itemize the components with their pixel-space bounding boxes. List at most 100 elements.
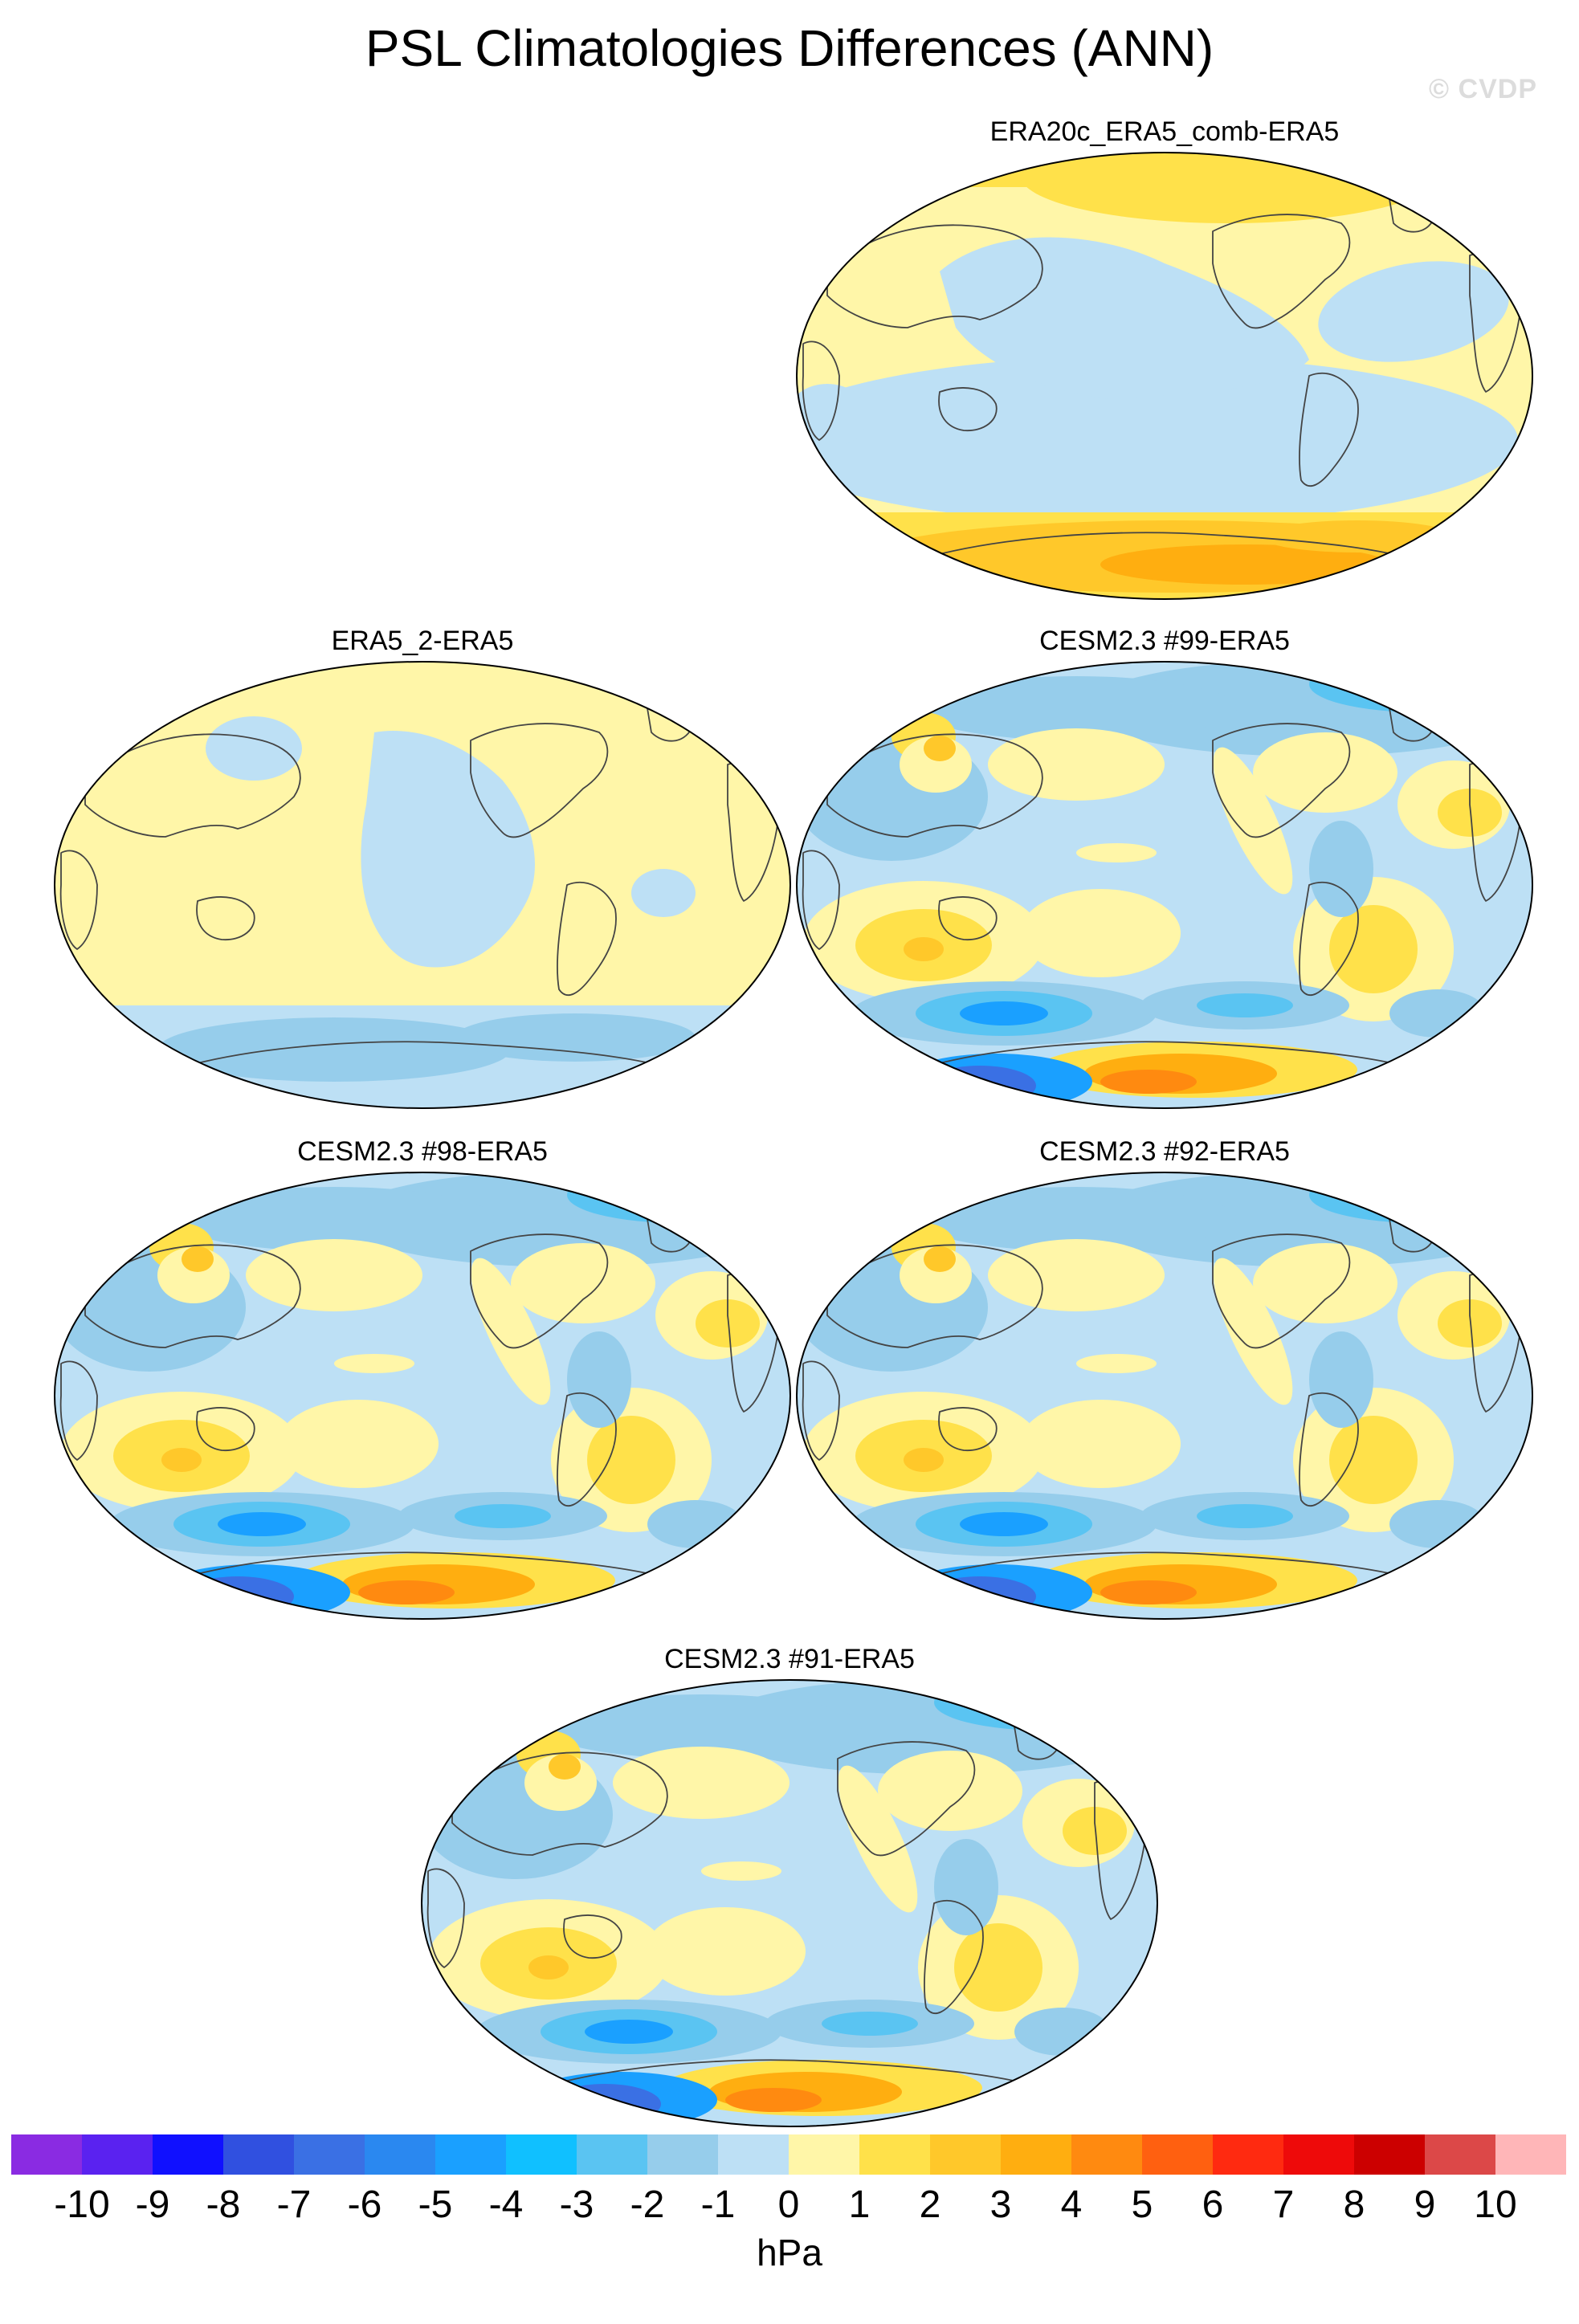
coastline	[451, 1751, 668, 1856]
coastline	[802, 340, 840, 441]
panel-title: CESM2.3 #99-ERA5	[1039, 626, 1290, 656]
field-southern-negative-core-2	[455, 1013, 696, 1062]
field-arctic-positive-core	[1020, 153, 1438, 223]
field-southern-negative-core-2	[455, 1504, 551, 1528]
coastline	[59, 850, 98, 950]
field-north-pacific-positive	[988, 728, 1165, 801]
colorbar-tick-label: 9	[1414, 2183, 1436, 2226]
field-atlantic-positive	[1253, 1243, 1397, 1323]
map-border	[54, 661, 791, 1109]
coastline	[59, 1360, 98, 1461]
field-atlantic-negative	[631, 869, 696, 917]
field-south-pacific-positive	[1020, 1400, 1181, 1488]
colorbar-box	[11, 2134, 83, 2175]
field-southern-negative-3	[1014, 2008, 1111, 2056]
field-atlantic-positive	[878, 1751, 1022, 1831]
field-southern-peak	[960, 1512, 1048, 1536]
coastline	[826, 1244, 1043, 1348]
field-south-atlantic-positive-core	[587, 1416, 675, 1504]
field-southern-negative-3	[1389, 1500, 1486, 1548]
colorbar-box	[930, 2134, 1002, 2175]
coastline	[1212, 723, 1351, 838]
field-southern-negative-band	[797, 356, 1518, 524]
field-tibet-peak	[924, 1246, 956, 1272]
coastline	[1299, 372, 1359, 487]
field-south-pacific-positive	[645, 1907, 806, 1996]
colorbar-box	[1354, 2134, 1426, 2175]
colorbar-box	[1425, 2134, 1496, 2175]
colorbar-tick-label: -10	[54, 2183, 110, 2226]
coastline	[938, 896, 998, 940]
field-amazon-negative	[1309, 821, 1373, 917]
field-south-atlantic-positive-core	[1329, 905, 1418, 993]
field-north-pacific-positive	[246, 1239, 422, 1311]
field-antarctic-peak	[725, 2088, 822, 2112]
colorbar-tick-label: -5	[418, 2183, 453, 2226]
field-southern-negative-core-2	[822, 2012, 918, 2036]
field-tibet-peak	[182, 1246, 214, 1272]
colorbar-box	[153, 2134, 224, 2175]
coastline	[84, 733, 301, 838]
map-border	[421, 1679, 1158, 2127]
figure-title: PSL Climatologies Differences (ANN)	[365, 19, 1214, 77]
field-amazon-negative	[1309, 1331, 1373, 1428]
coastline	[84, 1244, 301, 1348]
coastline	[1299, 1392, 1359, 1507]
field-indian-peak	[161, 1448, 202, 1472]
field-north-pacific-positive	[613, 1747, 790, 1819]
coastline	[938, 387, 998, 431]
colorbar-box	[1071, 2134, 1143, 2175]
coastline	[557, 881, 617, 997]
coastline	[802, 850, 840, 950]
colorbar-tick-label: 6	[1202, 2183, 1224, 2226]
field-antarctic-peak	[1100, 544, 1389, 585]
field-rockies-positive	[471, 1258, 551, 1405]
field-antarctic-negative-core	[924, 1576, 1036, 1617]
field-north-negative	[916, 1187, 1237, 1251]
colorbar-tick-label: -6	[347, 2183, 382, 2226]
colorbar-box	[435, 2134, 507, 2175]
coastline	[470, 723, 609, 838]
field-amazon-negative	[934, 1839, 998, 1935]
colorbar-tick-label: 3	[989, 2183, 1012, 2226]
colorbar-tick-label: 8	[1343, 2183, 1365, 2226]
field-southern-negative-core	[157, 1017, 511, 1082]
colorbar-box	[82, 2134, 153, 2175]
coastline	[470, 1233, 609, 1349]
field-tibet-peak	[549, 1754, 581, 1780]
coastline	[938, 1407, 998, 1451]
field-europe-positive-core	[1438, 1299, 1502, 1348]
field-southern-peak	[585, 2020, 673, 2044]
field-antarctic-negative-core	[182, 1576, 294, 1617]
colorbar-box	[1001, 2134, 1072, 2175]
field-rockies-positive	[838, 1765, 918, 1913]
coastline	[1299, 881, 1359, 997]
colorbar	[11, 2134, 1566, 2175]
coastline	[426, 1868, 465, 1968]
panel-title: ERA20c_ERA5_comb-ERA5	[989, 116, 1340, 147]
coastline	[196, 1407, 255, 1451]
field-tropical-positive	[334, 1354, 414, 1373]
colorbar-box	[789, 2134, 860, 2175]
coastline	[924, 1899, 984, 2015]
field-europe-positive-core	[696, 1299, 760, 1348]
colorbar-tick-label: -8	[206, 2183, 241, 2226]
map-cesm92	[796, 1172, 1533, 1620]
field-atlantic-positive	[511, 1243, 655, 1323]
colorbar-box	[718, 2134, 790, 2175]
field-pacific-negative	[361, 731, 535, 968]
colorbar-tick-label: 10	[1474, 2183, 1517, 2226]
field-pacific-negative	[940, 237, 1309, 400]
map-border	[796, 661, 1533, 1109]
map-border	[796, 152, 1533, 600]
colorbar-tick-label: 4	[1060, 2183, 1083, 2226]
field-north-negative	[916, 676, 1237, 740]
field-atlantic-positive	[1253, 732, 1397, 813]
field-southern-negative-core-2	[1197, 1504, 1293, 1528]
colorbar-box	[859, 2134, 931, 2175]
map-border	[54, 1172, 791, 1620]
field-rockies-positive	[1213, 747, 1293, 895]
colorbar-box	[647, 2134, 719, 2175]
panel-title: CESM2.3 #98-ERA5	[297, 1136, 548, 1167]
colorbar-box	[223, 2134, 295, 2175]
